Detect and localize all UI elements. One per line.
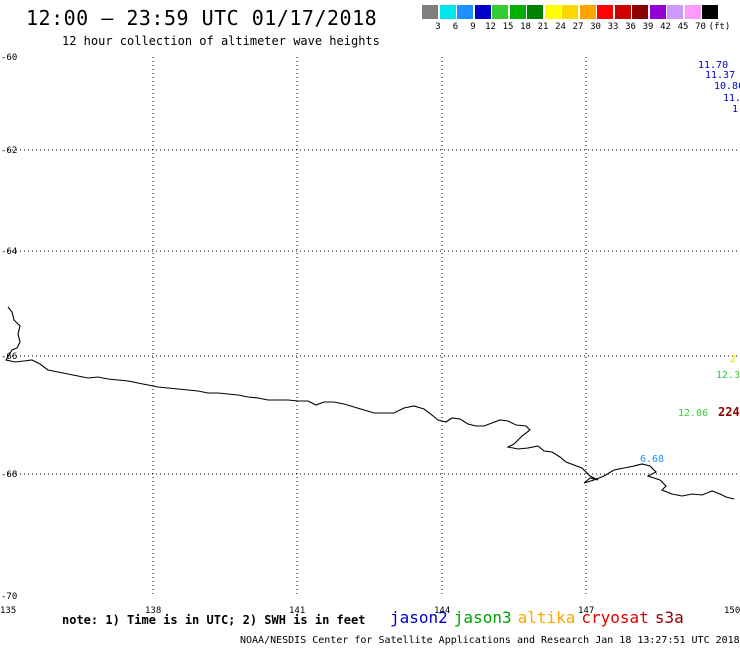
page-title: 12:00 – 23:59 UTC 01/17/2018	[26, 6, 378, 30]
legend-swatch	[492, 5, 508, 19]
latitude-label: -62	[1, 146, 17, 156]
wave-height-value: 11.70	[698, 60, 728, 71]
antarctic-coastline	[5, 306, 735, 500]
latitude-label: -60	[1, 53, 17, 63]
legend-swatch	[562, 5, 578, 19]
legend-swatch	[684, 5, 701, 19]
legend-label: 33	[607, 22, 619, 32]
legend-swatch	[509, 5, 526, 19]
legend-label: 27	[572, 22, 584, 32]
legend-label: 18	[520, 22, 531, 32]
legend-label: 36	[625, 22, 636, 32]
longitude-label: 141	[289, 606, 305, 616]
wave-height-value: 11.37	[705, 70, 735, 81]
wave-height-value: 11.	[723, 93, 740, 104]
satellite-name: jason2	[390, 608, 448, 627]
satellite-name: jason3	[453, 608, 512, 627]
legend-swatch	[702, 5, 718, 19]
satellite-name: s3a	[654, 608, 684, 627]
latitude-label: -64	[1, 247, 17, 257]
legend-swatch	[474, 5, 491, 19]
legend-swatch	[527, 5, 543, 19]
legend-swatch	[544, 5, 561, 19]
legend-swatch	[422, 5, 438, 19]
satellite-name: altika	[517, 608, 576, 627]
satellite-name: cryosat	[581, 608, 649, 627]
legend-label: 30	[590, 22, 601, 32]
legend-label: 70	[695, 22, 706, 32]
map-axis-labels: -60 -62 -64 -66 -68 -70 135 138 141 144 147 150	[0, 53, 740, 616]
units-note: note: 1) Time is in UTC; 2) SWH is in fe…	[62, 613, 366, 627]
legend-swatch	[579, 5, 596, 19]
legend-label: 9	[470, 22, 476, 32]
wave-height-value: 1	[732, 104, 738, 115]
longitude-label: 147	[578, 606, 594, 616]
wave-height-value: 224	[718, 405, 740, 419]
legend-swatch	[632, 5, 648, 19]
wave-height-value: 6.68	[640, 454, 664, 465]
legend-swatch	[439, 5, 456, 19]
legend-swatch	[597, 5, 613, 19]
legend-label: 6	[452, 22, 459, 32]
legend-label: 15	[502, 22, 514, 32]
wave-height-value: 12.06	[678, 408, 708, 419]
legend-swatch	[649, 5, 666, 19]
satellite-legend: jason2 jason3 altika cryosat s3a	[390, 608, 690, 627]
legend-label: 12	[485, 22, 496, 32]
legend-label: 45	[677, 22, 689, 32]
map-grid	[8, 57, 740, 596]
latitude-label: -66	[1, 352, 17, 362]
legend-label: 24	[555, 22, 566, 32]
wave-height-value: 12.3	[716, 370, 740, 381]
credit-line: NOAA/NESDIS Center for Satellite Applica…	[240, 635, 740, 646]
legend-swatch	[667, 5, 683, 19]
longitude-label: 150	[724, 606, 740, 616]
legend-unit: (ft)	[708, 22, 731, 32]
longitude-label: 135	[0, 606, 16, 616]
legend-swatch	[457, 5, 473, 19]
legend-label: 21	[537, 22, 549, 32]
legend-label: 3	[435, 22, 441, 32]
legend-swatch	[614, 5, 631, 19]
longitude-label: 144	[434, 606, 450, 616]
wave-height-value: 2	[730, 354, 736, 365]
legend-label: 42	[660, 22, 671, 32]
wave-height-value: 10.80	[714, 81, 740, 92]
longitude-label: 138	[145, 606, 161, 616]
page-subtitle: 12 hour collection of altimeter wave hei…	[62, 34, 380, 48]
latitude-label: -68	[1, 470, 17, 480]
latitude-label: -70	[1, 592, 17, 602]
legend-label: 39	[642, 22, 654, 32]
